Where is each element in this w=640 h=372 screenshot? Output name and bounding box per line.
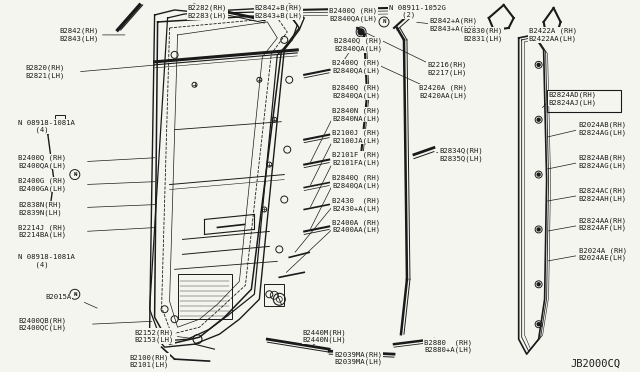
Bar bbox=[177, 274, 232, 319]
Text: B2430  (RH)
B2430+A(LH): B2430 (RH) B2430+A(LH) bbox=[332, 198, 380, 212]
Text: B2214J (RH)
B2214BA(LH): B2214J (RH) B2214BA(LH) bbox=[18, 224, 66, 238]
Text: B2840N (RH)
B2840NA(LH): B2840N (RH) B2840NA(LH) bbox=[332, 108, 380, 122]
Text: B2420A (RH)
B2420AA(LH): B2420A (RH) B2420AA(LH) bbox=[419, 85, 467, 99]
Text: B2400A (RH)
B2400AA(LH): B2400A (RH) B2400AA(LH) bbox=[332, 219, 380, 234]
Text: B2842(RH)
B2843(LH): B2842(RH) B2843(LH) bbox=[60, 28, 99, 42]
Text: N: N bbox=[73, 292, 76, 297]
Circle shape bbox=[537, 173, 540, 176]
Text: B2039MA(RH)
B2039MA(LH): B2039MA(RH) B2039MA(LH) bbox=[334, 351, 382, 365]
Text: N 08918-1081A
    (4): N 08918-1081A (4) bbox=[18, 120, 75, 133]
Text: B2282(RH)
B2283(LH): B2282(RH) B2283(LH) bbox=[188, 5, 227, 19]
Circle shape bbox=[537, 63, 540, 66]
Text: B2400G (RH)
B2400GA(LH): B2400G (RH) B2400GA(LH) bbox=[18, 177, 66, 192]
Text: B2842+A(RH)
B2843+A(LH): B2842+A(RH) B2843+A(LH) bbox=[429, 18, 477, 32]
Text: B2400QB(RH)
B2400QC(LH): B2400QB(RH) B2400QC(LH) bbox=[18, 317, 66, 331]
Text: B2830(RH)
B2831(LH): B2830(RH) B2831(LH) bbox=[464, 28, 503, 42]
Text: B2101F (RH)
B2101FA(LH): B2101F (RH) B2101FA(LH) bbox=[332, 152, 380, 166]
Text: N 08918-1081A
    (4): N 08918-1081A (4) bbox=[18, 254, 75, 268]
Text: B2824AA(RH)
B2824AF(LH): B2824AA(RH) B2824AF(LH) bbox=[579, 218, 627, 231]
Text: B2840Q (RH)
B2840QA(LH): B2840Q (RH) B2840QA(LH) bbox=[332, 174, 380, 189]
Text: B2422A (RH)
B2422AA(LH): B2422A (RH) B2422AA(LH) bbox=[529, 28, 577, 42]
Circle shape bbox=[358, 29, 364, 35]
Text: B2840Q (RH)
B2840QA(LH): B2840Q (RH) B2840QA(LH) bbox=[334, 38, 382, 52]
Text: B2400Q (RH)
B2840QA(LH): B2400Q (RH) B2840QA(LH) bbox=[329, 8, 378, 22]
Text: B2400Q (RH)
B2840QA(LH): B2400Q (RH) B2840QA(LH) bbox=[332, 60, 380, 74]
Circle shape bbox=[537, 118, 540, 121]
Circle shape bbox=[537, 228, 540, 231]
Text: B2440M(RH)
B2440N(LH): B2440M(RH) B2440N(LH) bbox=[302, 329, 346, 343]
Text: B2824AB(RH)
B2824AG(LH): B2824AB(RH) B2824AG(LH) bbox=[579, 155, 627, 169]
Bar bbox=[547, 90, 621, 112]
Text: B2824AD(RH)
B2824AJ(LH): B2824AD(RH) B2824AJ(LH) bbox=[548, 92, 596, 106]
Text: B2834Q(RH)
B2835Q(LH): B2834Q(RH) B2835Q(LH) bbox=[439, 148, 483, 162]
Text: B2840Q (RH)
B2840QA(LH): B2840Q (RH) B2840QA(LH) bbox=[332, 85, 380, 99]
Text: B2024A (RH)
B2024AE(LH): B2024A (RH) B2024AE(LH) bbox=[579, 247, 627, 262]
Text: B2015A: B2015A bbox=[45, 294, 71, 300]
Text: B2400Q (RH)
B2400QA(LH): B2400Q (RH) B2400QA(LH) bbox=[18, 155, 66, 169]
Circle shape bbox=[537, 283, 540, 286]
Text: B2216(RH)
B2217(LH): B2216(RH) B2217(LH) bbox=[427, 62, 467, 76]
Text: B2820(RH)
B2821(LH): B2820(RH) B2821(LH) bbox=[25, 65, 64, 79]
Text: B2100J (RH)
B2100JA(LH): B2100J (RH) B2100JA(LH) bbox=[332, 130, 380, 144]
Text: B2842+B(RH)
B2843+B(LH): B2842+B(RH) B2843+B(LH) bbox=[254, 5, 303, 19]
Text: JB2000CQ: JB2000CQ bbox=[570, 359, 621, 369]
Circle shape bbox=[49, 228, 51, 231]
Text: B2824AC(RH)
B2824AH(LH): B2824AC(RH) B2824AH(LH) bbox=[579, 187, 627, 202]
Text: N: N bbox=[73, 172, 76, 177]
Text: B2880  (RH)
B2880+A(LH): B2880 (RH) B2880+A(LH) bbox=[424, 339, 472, 353]
Text: N: N bbox=[382, 19, 386, 25]
Text: B2152(RH)
B2153(LH): B2152(RH) B2153(LH) bbox=[134, 329, 174, 343]
Text: B2100(RH)
B2101(LH): B2100(RH) B2101(LH) bbox=[130, 354, 169, 368]
Bar bbox=[55, 115, 65, 123]
Text: N 08911-1052G
   (2): N 08911-1052G (2) bbox=[389, 5, 446, 19]
Text: B2838N(RH)
B2839N(LH): B2838N(RH) B2839N(LH) bbox=[18, 202, 61, 215]
Bar bbox=[264, 284, 284, 306]
Circle shape bbox=[537, 323, 540, 326]
Text: B2024AB(RH)
B2824AG(LH): B2024AB(RH) B2824AG(LH) bbox=[579, 122, 627, 136]
